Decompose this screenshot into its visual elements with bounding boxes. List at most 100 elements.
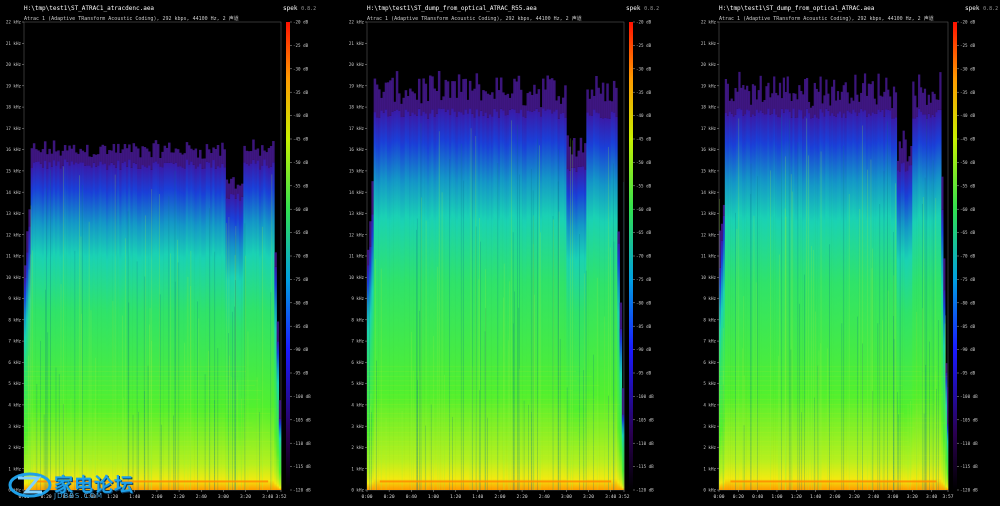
spectrogram-2: 0 kHz 1 kHz 2 kHz 3 kHz 4 kHz 5 kHz 6 kHz 7 kHz…: [349, 20, 654, 500]
db-tick-label: -115 dB: [960, 464, 978, 469]
db-tick-label: -35 dB: [636, 90, 652, 95]
y-tick-label: 14 kHz: [6, 190, 22, 195]
x-tick-label: 3:00: [887, 494, 898, 500]
x-tick-label: 2:40: [868, 494, 879, 500]
db-tick-label: -30 dB: [960, 66, 976, 71]
db-tick-label: -60 dB: [636, 207, 652, 212]
db-tick-label: -70 dB: [636, 254, 652, 259]
x-tick-label: 1:40: [472, 494, 483, 500]
db-tick-label: -115 dB: [293, 464, 311, 469]
y-tick-label: 5 kHz: [351, 381, 364, 386]
y-tick-label: 15 kHz: [349, 169, 365, 174]
y-tick-label: 9 kHz: [703, 296, 716, 301]
spectrogram-panel-2: H:\tmp\test1\ST_dump_from_optical_ATRAC_…: [343, 0, 676, 506]
db-tick-label: -55 dB: [960, 183, 976, 188]
db-tick-label: -110 dB: [960, 441, 978, 446]
y-tick-label: 20 kHz: [701, 62, 717, 67]
db-tick-label: -30 dB: [636, 66, 652, 71]
y-tick-label: 6 kHz: [703, 360, 716, 365]
x-tick-label: 3:20: [583, 494, 594, 500]
db-tick-label: -20 dB: [636, 20, 652, 25]
x-tick-label: 2:00: [829, 494, 840, 500]
y-tick-label: 7 kHz: [703, 339, 716, 344]
y-tick-label: 7 kHz: [351, 339, 364, 344]
app-name-label: spek: [283, 5, 298, 12]
y-tick-label: 7 kHz: [8, 339, 21, 344]
db-tick-label: -50 dB: [960, 160, 976, 165]
db-tick-label: -60 dB: [293, 207, 309, 212]
x-tick-label: 1:00: [85, 494, 96, 500]
x-tick-label: 2:40: [196, 494, 207, 500]
x-tick-label: 0:20: [41, 494, 52, 500]
db-tick-label: -75 dB: [293, 277, 309, 282]
x-tick-label: 1:00: [771, 494, 782, 500]
db-tick-label: -80 dB: [293, 300, 309, 305]
x-tick-label: 3:57: [942, 494, 953, 500]
db-tick-label: -110 dB: [636, 441, 654, 446]
stream-info: Atrac 1 (Adaptive TRansform Acoustic Cod…: [24, 16, 239, 22]
spectrogram-panel-1: H:\tmp\test1\ST_ATRAC1_atracdenc.aea spe…: [0, 0, 333, 506]
y-tick-label: 11 kHz: [701, 254, 717, 259]
x-tick-label: 2:20: [849, 494, 860, 500]
y-tick-label: 12 kHz: [701, 232, 717, 237]
y-tick-label: 1 kHz: [351, 466, 364, 471]
x-tick-label: 3:00: [218, 494, 229, 500]
app-name: spek 0.8.2: [626, 5, 659, 12]
db-tick-label: -110 dB: [293, 441, 311, 446]
x-tick-label: 1:00: [428, 494, 439, 500]
y-tick-label: 21 kHz: [6, 41, 22, 46]
x-tick-label: 0:40: [752, 494, 763, 500]
x-tick-label: 0:00: [361, 494, 372, 500]
y-tick-label: 11 kHz: [6, 254, 22, 259]
db-tick-label: -70 dB: [960, 254, 976, 259]
y-tick-label: 3 kHz: [8, 424, 21, 429]
stream-info: Atrac 1 (Adaptive TRansform Acoustic Cod…: [367, 16, 582, 22]
y-tick-label: 14 kHz: [701, 190, 717, 195]
y-tick-label: 0 kHz: [351, 488, 364, 493]
db-tick-label: -65 dB: [293, 230, 309, 235]
y-tick-label: 1 kHz: [8, 466, 21, 471]
y-tick-label: 0 kHz: [8, 488, 21, 493]
db-tick-label: -20 dB: [293, 20, 309, 25]
db-tick-label: -85 dB: [960, 324, 976, 329]
db-tick-label: -65 dB: [960, 230, 976, 235]
y-tick-label: 17 kHz: [701, 126, 717, 131]
db-tick-label: -105 dB: [636, 417, 654, 422]
y-tick-label: 19 kHz: [6, 83, 22, 88]
y-tick-label: 5 kHz: [703, 381, 716, 386]
y-tick-label: 8 kHz: [8, 317, 21, 322]
x-tick-label: 2:00: [494, 494, 505, 500]
y-tick-label: 18 kHz: [349, 105, 365, 110]
x-tick-label: 3:40: [605, 494, 616, 500]
db-tick-label: -45 dB: [293, 137, 309, 142]
spectrogram-1: 0 kHz 1 kHz 2 kHz 3 kHz 4 kHz 5 kHz 6 kHz 7 kHz…: [6, 20, 311, 500]
y-tick-label: 2 kHz: [351, 445, 364, 450]
db-tick-label: -40 dB: [293, 113, 309, 118]
db-legend-bar: [629, 22, 633, 490]
x-tick-label: 1:20: [107, 494, 118, 500]
file-path-title: H:\tmp\test1\ST_dump_from_optical_ATRAC.…: [719, 5, 875, 12]
spectrogram-3: 0 kHz 1 kHz 2 kHz 3 kHz 4 kHz 5 kHz 6 kHz 7 kHz…: [701, 20, 978, 500]
y-tick-label: 13 kHz: [349, 211, 365, 216]
db-tick-label: -70 dB: [293, 254, 309, 259]
app-name: spek 0.8.2: [283, 5, 316, 12]
x-tick-label: 0:20: [733, 494, 744, 500]
spectrogram-panel-3: H:\tmp\test1\ST_dump_from_optical_ATRAC.…: [695, 0, 1000, 506]
app-name-label: spek: [626, 5, 641, 12]
db-tick-label: -85 dB: [636, 324, 652, 329]
db-tick-label: -120 dB: [960, 488, 978, 493]
y-tick-label: 6 kHz: [351, 360, 364, 365]
db-tick-label: -80 dB: [636, 300, 652, 305]
db-tick-label: -90 dB: [960, 347, 976, 352]
y-tick-label: 9 kHz: [351, 296, 364, 301]
db-tick-label: -25 dB: [960, 43, 976, 48]
x-tick-label: 0:40: [406, 494, 417, 500]
y-tick-label: 15 kHz: [701, 169, 717, 174]
y-tick-label: 4 kHz: [351, 403, 364, 408]
y-tick-label: 16 kHz: [6, 147, 22, 152]
y-tick-label: 19 kHz: [701, 83, 717, 88]
db-tick-label: -30 dB: [293, 66, 309, 71]
y-tick-label: 13 kHz: [6, 211, 22, 216]
x-tick-label: 0:20: [384, 494, 395, 500]
y-tick-label: 18 kHz: [701, 105, 717, 110]
